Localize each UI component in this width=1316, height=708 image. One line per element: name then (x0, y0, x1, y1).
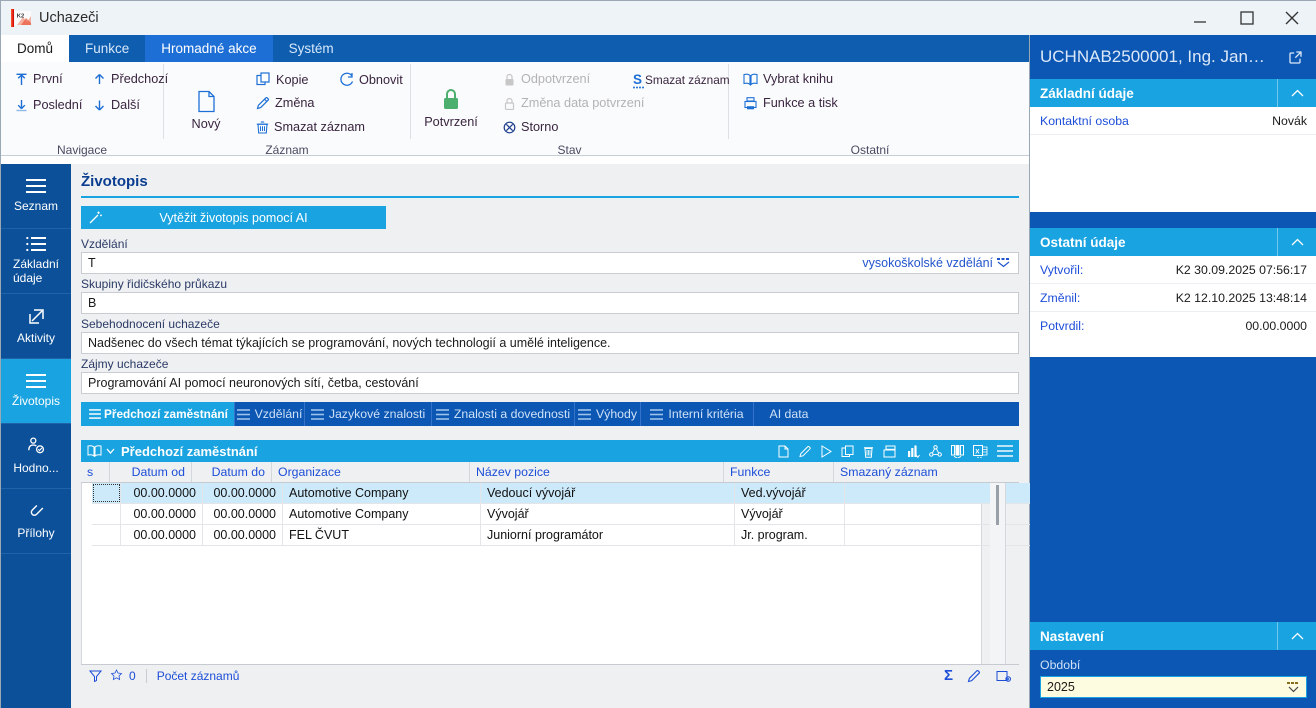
svg-text:X: X (975, 448, 980, 455)
svg-text:K2: K2 (17, 14, 24, 20)
